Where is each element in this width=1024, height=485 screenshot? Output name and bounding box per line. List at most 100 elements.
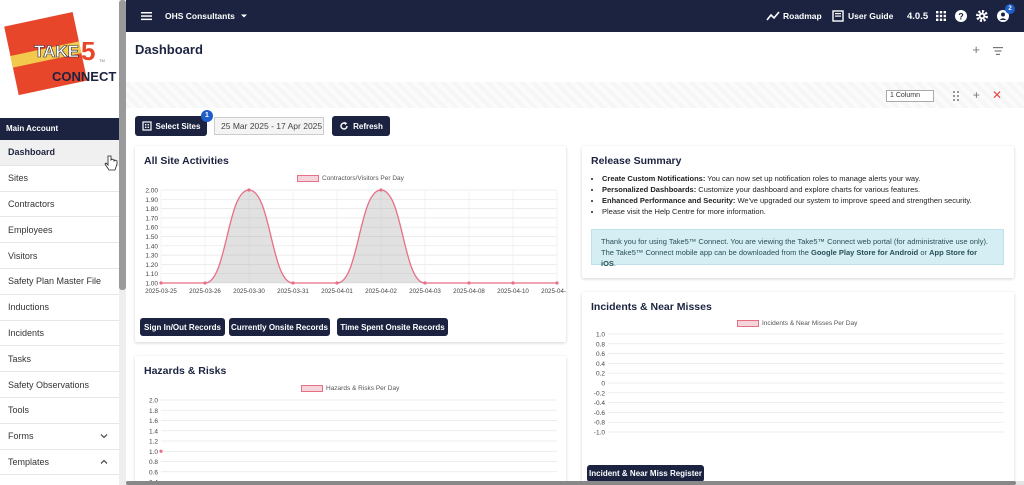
user-guide-label: User Guide bbox=[848, 11, 894, 21]
svg-text:?: ? bbox=[958, 11, 964, 21]
site-activities-point[interactable] bbox=[247, 188, 251, 192]
site-activities-y-tick-label: 1.00 bbox=[145, 281, 158, 288]
drag-handle-icon[interactable] bbox=[951, 90, 961, 102]
site-activities-title: All Site Activities bbox=[144, 155, 229, 167]
site-activities-y-tick-label: 1.30 bbox=[145, 253, 158, 260]
incident-register-button[interactable]: Incident & Near Miss Register bbox=[587, 465, 704, 482]
sidebar-item-label: Employees bbox=[8, 224, 53, 235]
hazards-legend: Hazards & Risks Per Day bbox=[301, 385, 399, 392]
sign-in-out-records-button[interactable]: Sign In/Out Records bbox=[140, 318, 225, 336]
layout-actions: + ✕ bbox=[951, 88, 1002, 102]
sidebar-item-label: Visitors bbox=[8, 250, 38, 261]
sidebar-item-label: Incidents bbox=[8, 327, 45, 338]
horizontal-scrollbar[interactable] bbox=[126, 481, 1024, 485]
site-activities-x-tick-label: 2025-04-08 bbox=[453, 288, 485, 295]
release-notes-list: Create Custom Notifications: You can now… bbox=[602, 174, 972, 218]
sidebar-item-safety-observations[interactable]: Safety Observations bbox=[0, 372, 119, 398]
building-icon bbox=[141, 121, 152, 131]
site-activities-x-tick-label: 2025-04-03 bbox=[409, 288, 441, 295]
roadmap-link[interactable]: Roadmap bbox=[766, 0, 822, 32]
google-play-link[interactable]: Google Play Store for Android bbox=[811, 248, 919, 257]
sidebar-item-employees[interactable]: Employees bbox=[0, 217, 119, 244]
site-activities-x-tick-label: 2025-04-10 bbox=[497, 288, 529, 295]
site-activities-point[interactable] bbox=[511, 281, 515, 285]
sidebar-item-contractors[interactable]: Contractors bbox=[0, 192, 119, 218]
sidebar-item-safety-plan[interactable]: Safety Plan Master File bbox=[0, 269, 119, 295]
site-activities-x-tick-label: 2025-03-25 bbox=[145, 288, 177, 295]
close-icon[interactable]: ✕ bbox=[991, 88, 1002, 102]
site-activities-point[interactable] bbox=[335, 281, 339, 285]
help-button[interactable]: ? bbox=[954, 0, 968, 32]
hamburger-icon bbox=[141, 12, 152, 21]
incidents-panel: Incidents & Near Misses Incidents & Near… bbox=[582, 292, 1014, 485]
account-button[interactable]: 2 bbox=[996, 0, 1015, 32]
incidents-y-tick-label: 0 bbox=[601, 381, 605, 388]
site-activities-line bbox=[160, 189, 557, 284]
sidebar-item-visitors[interactable]: Visitors bbox=[0, 243, 119, 269]
hazards-y-tick-label: 2.0 bbox=[149, 398, 158, 405]
hazards-panel: Hazards & Risks Hazards & Risks Per Day … bbox=[135, 356, 566, 485]
release-summary-panel: Release Summary Create Custom Notificati… bbox=[582, 146, 1014, 278]
sidebar-item-label: Dashboard bbox=[8, 147, 56, 158]
hazards-point[interactable] bbox=[159, 449, 163, 453]
site-activities-point[interactable] bbox=[467, 281, 471, 285]
site-activities-y-tick-label: 1.10 bbox=[145, 271, 158, 278]
legend-label: Hazards & Risks Per Day bbox=[326, 385, 400, 392]
site-activities-x-tick-label: 2025-03-31 bbox=[277, 288, 309, 295]
hazards-title: Hazards & Risks bbox=[144, 365, 227, 377]
refresh-button[interactable]: Refresh bbox=[332, 116, 390, 136]
sidebar-item-sites[interactable]: Sites bbox=[0, 166, 119, 192]
sidebar-item-tools[interactable]: Tools bbox=[0, 398, 119, 424]
sidebar-item-tasks[interactable]: Tasks bbox=[0, 346, 119, 373]
settings-button[interactable] bbox=[975, 0, 989, 32]
sidebar-item-templates[interactable]: Templates bbox=[0, 450, 119, 476]
site-activities-point[interactable] bbox=[379, 188, 383, 192]
select-sites-button[interactable]: Select Sites bbox=[135, 116, 207, 136]
column-layout-select[interactable]: 1 Column bbox=[886, 90, 934, 102]
filter-icon[interactable] bbox=[992, 45, 1004, 57]
legend-swatch bbox=[301, 385, 323, 392]
sidebar-item-inductions[interactable]: Inductions bbox=[0, 295, 119, 321]
apps-button[interactable] bbox=[934, 0, 948, 32]
legend-label: Contractors/Visitors Per Day bbox=[322, 175, 404, 182]
horizontal-scroll-thumb[interactable] bbox=[126, 481, 1016, 485]
incidents-legend: Incidents & Near Misses Per Day bbox=[737, 320, 857, 327]
site-activities-point[interactable] bbox=[423, 281, 427, 285]
hazards-y-tick-label: 1.8 bbox=[149, 408, 158, 415]
top-bar: OHS Consultants Roadmap User Guide 4.0.5… bbox=[126, 0, 1024, 32]
menu-button[interactable] bbox=[140, 0, 154, 32]
time-spent-onsite-records-button[interactable]: Time Spent Onsite Records bbox=[337, 318, 448, 336]
site-activities-panel: All Site Activities Contractors/Visitors… bbox=[135, 146, 566, 342]
legend-swatch bbox=[297, 175, 319, 182]
incidents-y-tick-label: 0.6 bbox=[596, 351, 605, 358]
take5-connect-logo[interactable]: TAKE 5 TM CONNECT bbox=[0, 0, 120, 116]
sidebar-scroll-thumb[interactable] bbox=[119, 0, 126, 290]
sidebar-item-label: Tools bbox=[8, 405, 30, 416]
site-activities-point[interactable] bbox=[291, 281, 295, 285]
sidebar-item-forms[interactable]: Forms bbox=[0, 424, 119, 450]
logo-tm: TM bbox=[99, 58, 105, 63]
sidebar-item-dashboard[interactable]: Dashboard bbox=[0, 140, 119, 171]
book-icon bbox=[832, 10, 844, 22]
release-item: Enhanced Performance and Security: We've… bbox=[602, 196, 972, 205]
sidebar-scrollbar[interactable] bbox=[119, 0, 126, 485]
add-row-icon[interactable]: + bbox=[972, 88, 980, 102]
incidents-y-tick-label: -0.2 bbox=[594, 390, 606, 397]
app-store-link[interactable]: App Store for iOS bbox=[601, 248, 977, 268]
add-widget-icon[interactable]: + bbox=[972, 42, 980, 57]
site-activities-point[interactable] bbox=[555, 281, 559, 285]
org-selector[interactable]: OHS Consultants bbox=[165, 0, 249, 32]
site-activities-y-tick-label: 1.20 bbox=[145, 262, 158, 269]
gear-icon bbox=[976, 10, 988, 22]
sidebar-item-incidents[interactable]: Incidents bbox=[0, 321, 119, 347]
logo-take: TAKE bbox=[34, 42, 79, 61]
info-line-2: The Take5™ Connect mobile app can be dow… bbox=[601, 248, 977, 268]
site-activities-point[interactable] bbox=[159, 281, 163, 285]
site-activities-legend: Contractors/Visitors Per Day bbox=[297, 175, 404, 182]
currently-onsite-records-button[interactable]: Currently Onsite Records bbox=[229, 318, 330, 336]
hazards-y-tick-label: 0.8 bbox=[149, 459, 158, 466]
site-activities-point[interactable] bbox=[203, 281, 207, 285]
incidents-y-tick-label: -0.8 bbox=[594, 420, 606, 427]
user-guide-link[interactable]: User Guide bbox=[831, 0, 893, 32]
date-range-input[interactable]: 25 Mar 2025 - 17 Apr 2025 bbox=[214, 117, 324, 135]
